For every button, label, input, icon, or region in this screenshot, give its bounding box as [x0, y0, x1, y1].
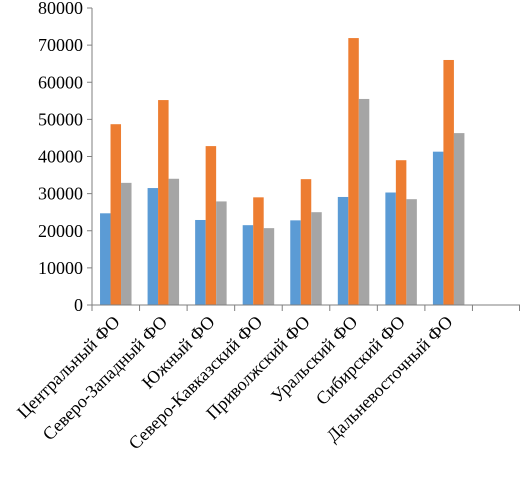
bar [290, 220, 301, 305]
y-tick-label: 30000 [38, 184, 83, 204]
bars [100, 38, 465, 305]
bar [147, 188, 159, 305]
bar [168, 178, 180, 305]
bar [385, 192, 396, 305]
bar [432, 151, 444, 305]
bar [110, 124, 122, 305]
y-tick-label: 60000 [38, 72, 83, 92]
bar [311, 212, 322, 305]
y-tick-label: 10000 [38, 258, 83, 278]
y-axis: 0 10000 20000 30000 40000 50000 60000 70000 8000… [38, 0, 93, 315]
bar [195, 219, 206, 305]
bar [337, 196, 349, 305]
bar [348, 38, 359, 305]
y-tick-label: 70000 [38, 35, 83, 55]
bar [205, 146, 217, 305]
y-tick-label: 20000 [38, 221, 83, 241]
bar [216, 201, 227, 305]
y-tick-label: 0 [74, 295, 83, 315]
bar [406, 199, 417, 305]
bar [443, 59, 454, 305]
bar [300, 179, 312, 305]
y-tick-label: 80000 [38, 0, 83, 18]
bar [121, 182, 132, 305]
bar [453, 133, 465, 305]
bar [263, 228, 275, 305]
bar [158, 100, 169, 305]
bar [253, 197, 264, 305]
bar [100, 213, 111, 305]
bar [395, 160, 407, 305]
bar [242, 225, 254, 305]
y-tick-label: 40000 [38, 147, 83, 167]
y-tick-label: 50000 [38, 109, 83, 129]
bar [358, 98, 370, 305]
